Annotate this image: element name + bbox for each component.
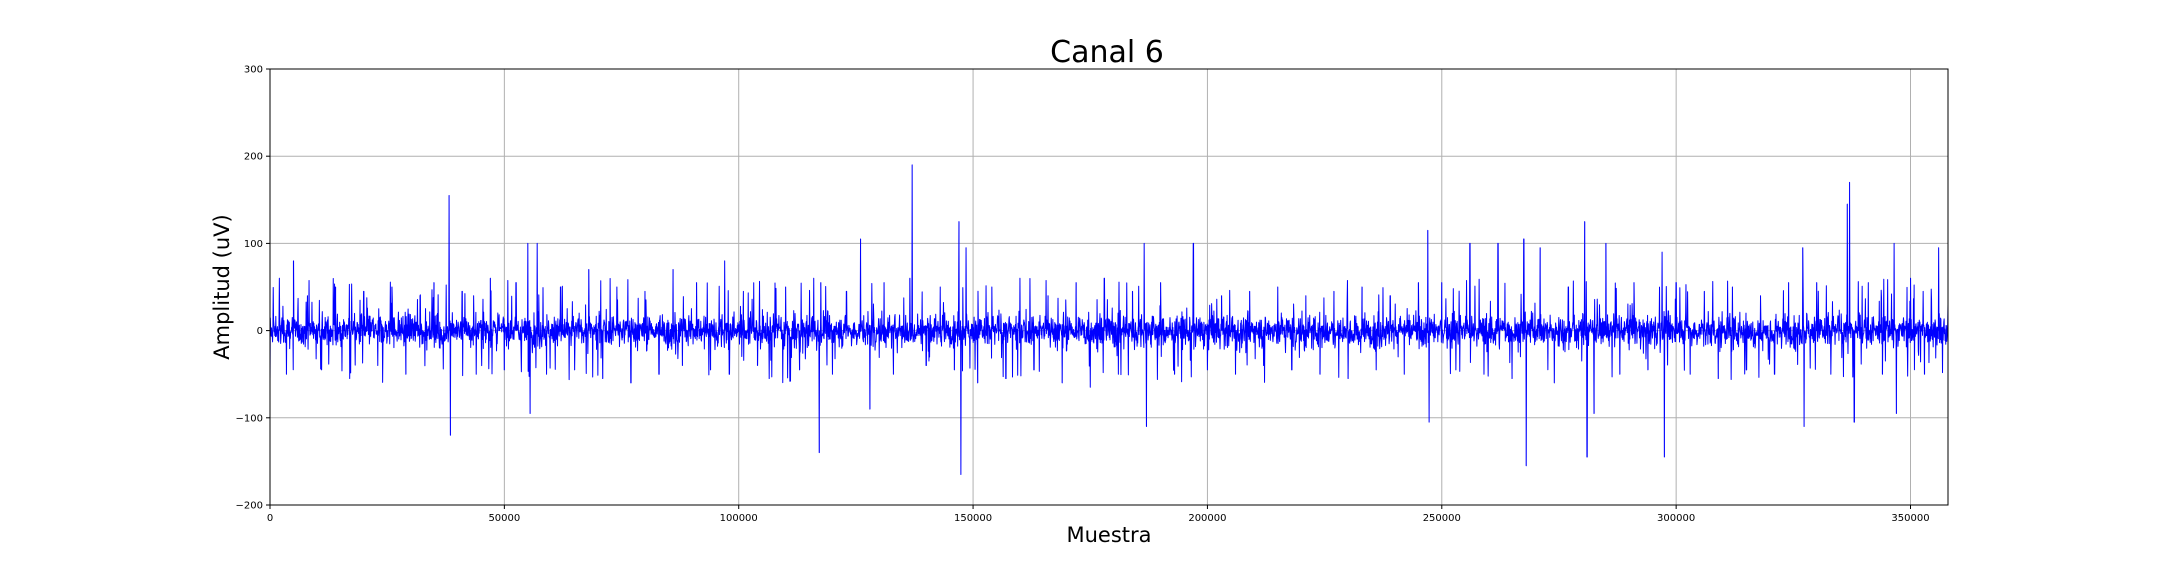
y-axis-ticks: −200 −100 0 100 200 300 [236, 65, 270, 512]
x-tick-label: 0 [267, 513, 273, 524]
plot-frame [269, 68, 1949, 506]
x-tick-label: 300000 [1657, 513, 1695, 524]
y-tick-label: 0 [257, 326, 263, 337]
y-tick-label: 300 [244, 65, 263, 76]
plot-area [269, 164, 1949, 475]
x-tick-label: 150000 [954, 513, 992, 524]
x-tick-label: 50000 [488, 513, 520, 524]
x-axis-ticks: 0 50000 100000 150000 200000 250000 300000 3500… [267, 505, 1930, 524]
y-tick-label: −200 [236, 501, 263, 512]
chart-title: Canal 6 [1050, 35, 1164, 70]
y-tick-label: 200 [244, 152, 263, 163]
y-axis-label: Amplitud (uV) [210, 214, 234, 359]
x-tick-label: 100000 [720, 513, 758, 524]
series-line-canal-6 [269, 164, 1949, 475]
y-tick-label: 100 [244, 239, 263, 250]
grid-lines [269, 68, 1948, 506]
x-tick-label: 200000 [1188, 513, 1226, 524]
x-tick-label: 250000 [1423, 513, 1461, 524]
x-axis-label: Muestra [1066, 523, 1151, 547]
y-tick-label: −100 [236, 413, 263, 424]
x-tick-label: 350000 [1891, 513, 1929, 524]
